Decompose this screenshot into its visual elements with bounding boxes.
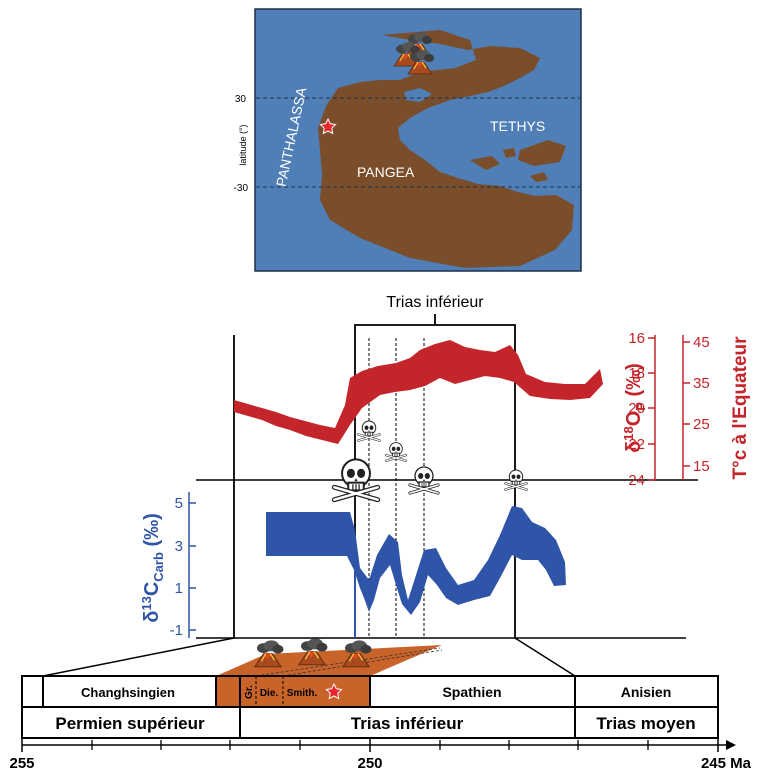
skull-crossbones-icon <box>385 441 407 462</box>
lat-tick-minus30: -30 <box>234 183 249 194</box>
time-axis: 255 250 245 Ma <box>9 738 752 772</box>
carbon-tick: 3 <box>175 538 183 555</box>
carbon-axis-label: δ13CCarb (‰) <box>139 513 166 623</box>
temperature-tick: 45 <box>693 334 710 351</box>
series-trias-moyen: Trias moyen <box>596 714 695 733</box>
carbon-axis: 5 3 1 -1 δ13CCarb (‰) <box>139 492 196 639</box>
oxygen-tick: 16 <box>628 330 645 347</box>
pangea-label: PANGEA <box>357 164 415 180</box>
temperature-axis-label: T°c à l'Equateur <box>730 336 751 480</box>
stage-row: Changhsingien Gr. Die. Smith. Spathien A… <box>21 675 719 708</box>
temperature-tick: 15 <box>693 458 710 475</box>
lat-tick-30: 30 <box>235 94 247 105</box>
stage-spathien: Spathien <box>442 684 501 700</box>
trias-inferieur-bracket: Trias inférieur <box>354 294 516 335</box>
stage-anisien: Anisien <box>621 684 672 700</box>
temperature-tick: 25 <box>693 416 710 433</box>
carbon-tick: -1 <box>170 622 183 639</box>
pangea-landmass <box>318 30 574 268</box>
time-tick-250: 250 <box>357 755 382 772</box>
carbon-tick: 1 <box>175 580 183 597</box>
oxygen-tick: 18 <box>628 365 645 382</box>
time-tick-255: 255 <box>9 755 34 772</box>
oxygen-isotope-band <box>234 340 603 444</box>
oxygen-tick: 22 <box>628 436 645 453</box>
connector-lines <box>42 637 576 677</box>
stage-changhsingien: Changhsingien <box>81 685 175 700</box>
time-tick-245: 245 Ma <box>701 755 752 772</box>
series-trias-inferieur: Trias inférieur <box>351 714 464 733</box>
temperature-tick: 35 <box>693 375 710 392</box>
oxygen-axis-label: δ18OP (‰) <box>621 363 648 453</box>
carbon-tick: 5 <box>175 495 183 512</box>
series-row: Permien supérieur Trias inférieur Trias … <box>21 706 719 739</box>
extinction-markers <box>334 419 528 500</box>
oxygen-axis: 16 18 20 22 24 δ18OP (‰) <box>621 330 656 489</box>
tethys-label: TETHYS <box>490 118 545 134</box>
stage-smithian: Smith. <box>287 688 318 699</box>
temperature-axis: 45 35 25 15 T°c à l'Equateur <box>682 334 751 480</box>
carbon-isotope-band <box>266 506 566 615</box>
stage-griesbachian: Gr. <box>244 685 255 699</box>
bracket-label: Trias inférieur <box>386 294 484 311</box>
paleogeographic-map: 30 -30 latitude (°) PANTHALASSA TETHYS P… <box>234 8 582 272</box>
oxygen-tick: 24 <box>628 472 645 489</box>
skull-crossbones-icon <box>357 419 381 442</box>
stage-dienerian: Die. <box>260 688 279 699</box>
oxygen-tick: 20 <box>628 400 645 417</box>
series-permien-superieur: Permien supérieur <box>55 714 205 733</box>
latitude-axis-label: latitude (°) <box>238 124 248 165</box>
